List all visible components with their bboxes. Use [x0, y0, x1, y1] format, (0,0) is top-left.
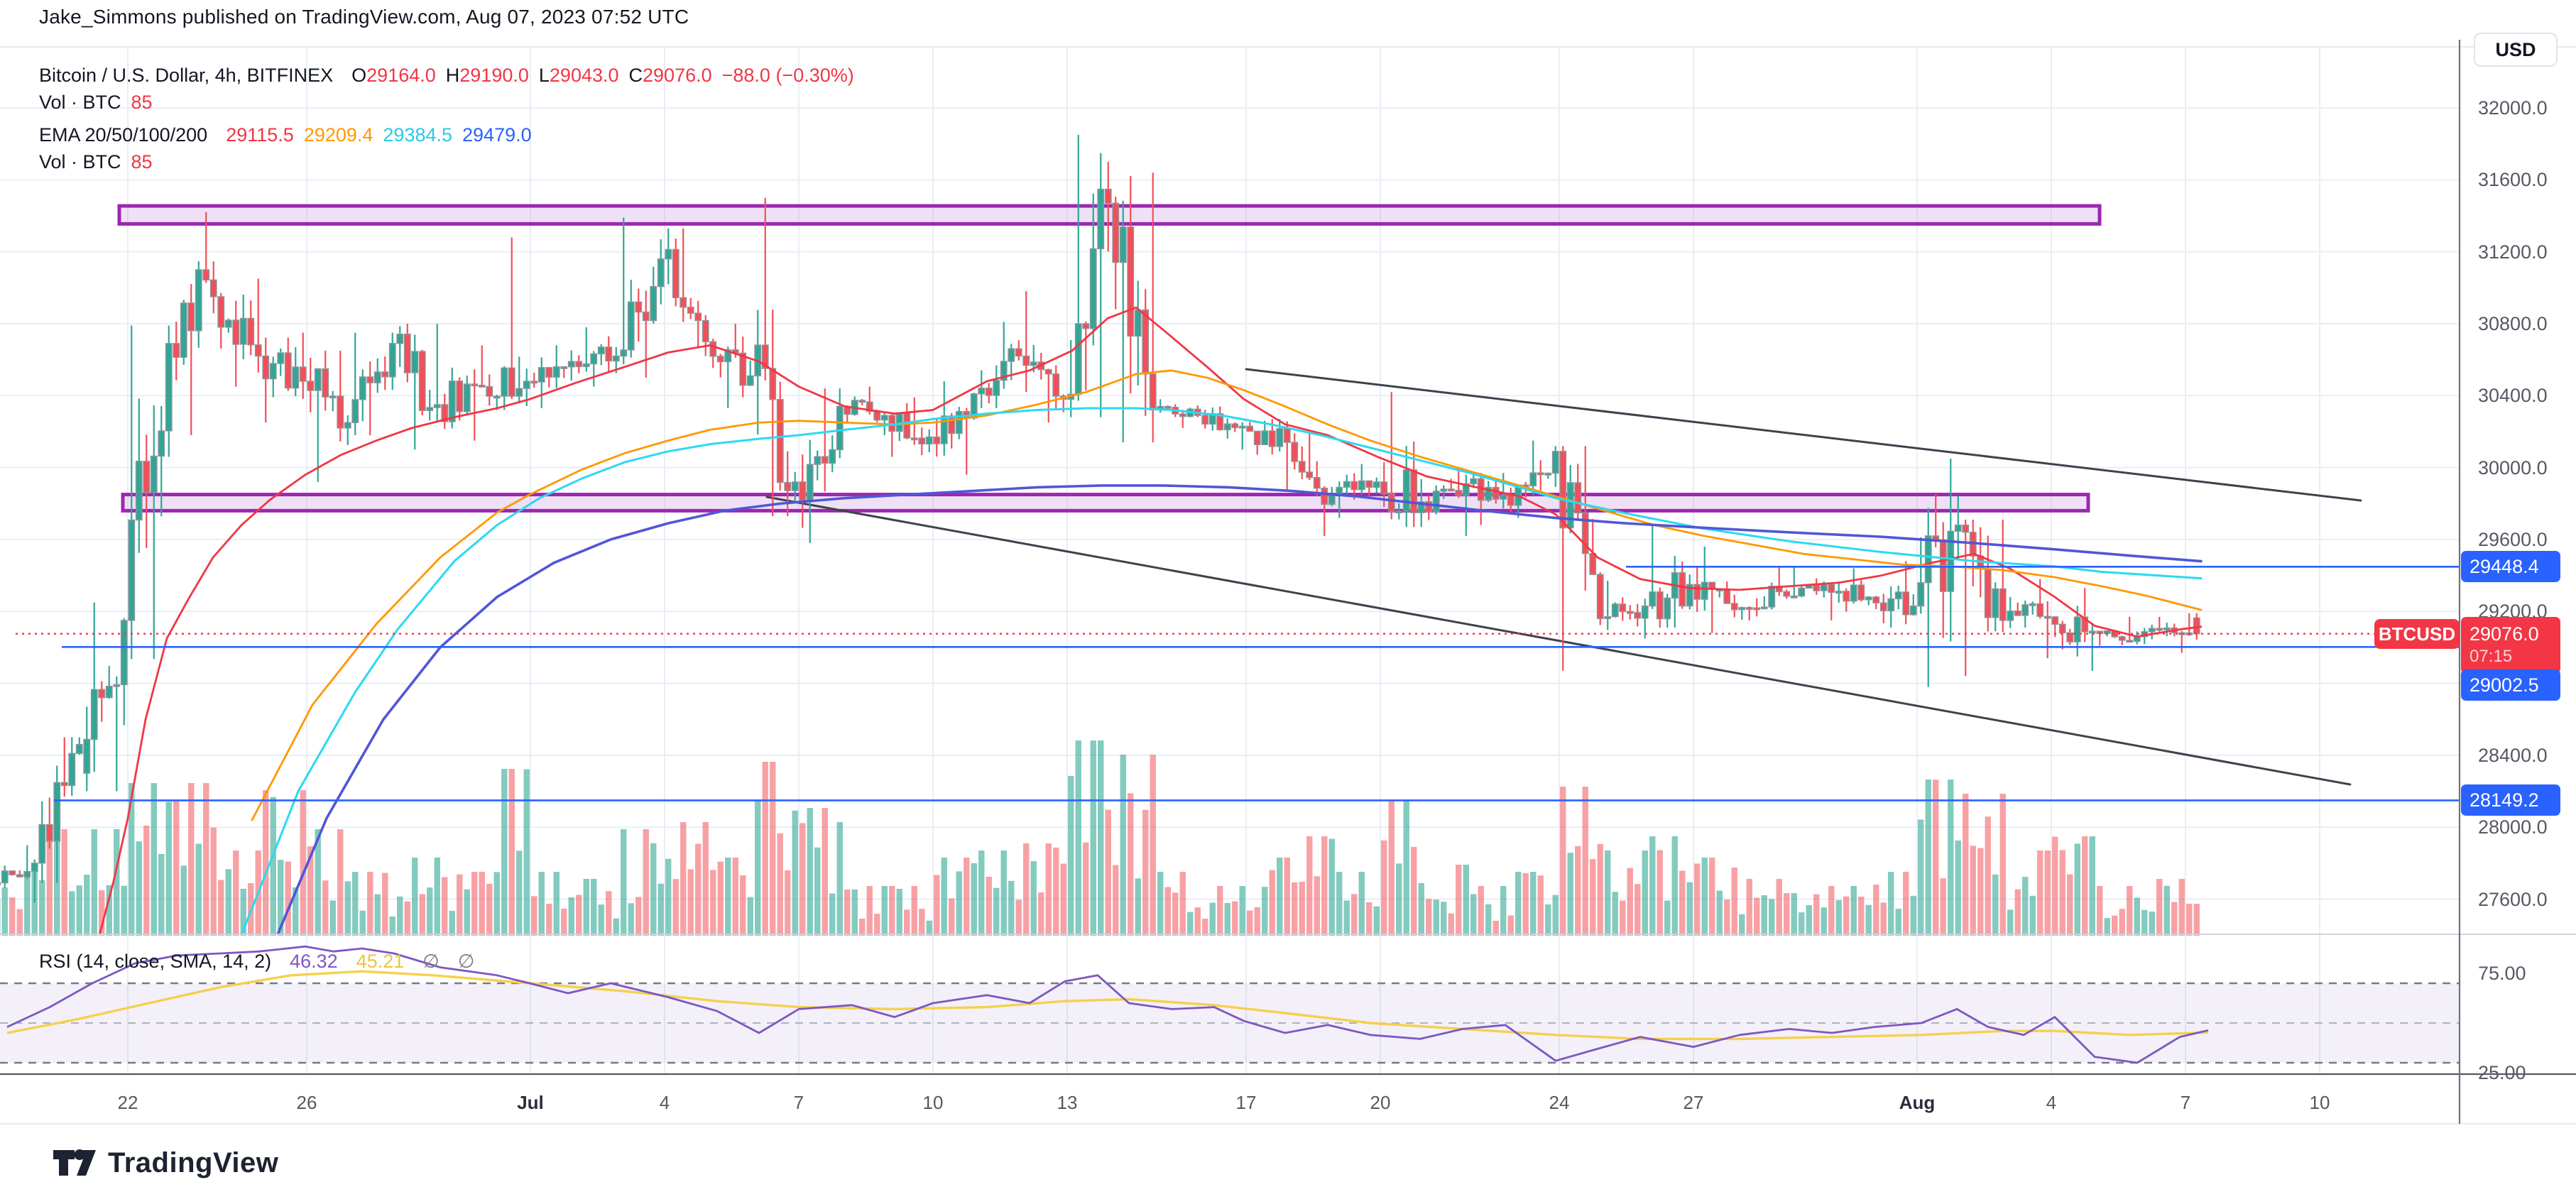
time-tick-label: 17 — [1235, 1092, 1257, 1113]
ohlc-high-label: H — [445, 64, 460, 86]
rsi-value: 46.32 — [290, 950, 338, 972]
ohlc-close-label: C — [628, 64, 643, 86]
time-tick-label: 27 — [1683, 1092, 1704, 1113]
ohlc-close-value: 29076.0 — [643, 64, 712, 86]
tradingview-logo[interactable]: TradingView — [53, 1144, 278, 1181]
ema20-value: 29115.5 — [226, 124, 294, 146]
ema-lines — [98, 306, 2203, 934]
ohlc-open-value: 29164.0 — [366, 64, 436, 86]
time-tick-label: 13 — [1057, 1092, 1078, 1113]
volume-value-2: 85 — [131, 151, 153, 173]
volume-label: Vol · BTC — [39, 91, 121, 113]
ema200-line — [276, 484, 2203, 934]
ema200-value: 29479.0 — [462, 124, 532, 146]
volume-legend-row-2[interactable]: Vol · BTC 85 — [39, 149, 153, 175]
level-price-badge-29002: 29002.5 — [2461, 669, 2560, 701]
rsi-label: RSI (14, close, SMA, 14, 2) — [39, 950, 272, 972]
price-tick-label: 29600.0 — [2478, 528, 2548, 550]
rsi-sma-line — [6, 970, 2209, 1041]
rsi-empty-icon-2: ∅ — [457, 950, 475, 972]
volume-legend-row[interactable]: Vol · BTC 85 — [39, 89, 153, 115]
change-value: −88.0 (−0.30%) — [721, 64, 854, 86]
price-tick-label: 30400.0 — [2478, 385, 2548, 407]
ema100-value: 29384.5 — [383, 124, 453, 146]
rsi-legend-row[interactable]: RSI (14, close, SMA, 14, 2) 46.32 45.21 … — [39, 948, 474, 974]
gridlines — [0, 47, 2460, 1074]
rsi-sma-value: 45.21 — [356, 950, 405, 972]
volume-value: 85 — [131, 91, 153, 113]
price-tick-label: 30000.0 — [2478, 456, 2548, 478]
rsi-line — [6, 945, 2209, 1064]
time-tick-label: 24 — [1549, 1092, 1570, 1113]
time-tick-label: 10 — [2309, 1092, 2330, 1113]
level-price-badge-29448: 29448.4 — [2461, 551, 2560, 583]
price-tick-label: 27600.0 — [2478, 888, 2548, 910]
time-tick-label: 7 — [2180, 1092, 2191, 1113]
time-tick-label: 4 — [2046, 1092, 2057, 1113]
symbol-price-pill: BTCUSD — [2374, 619, 2460, 649]
ohlc-high-value: 29190.0 — [459, 64, 529, 86]
volume-bars — [0, 740, 2200, 936]
tradingview-logo-text: TradingView — [108, 1147, 279, 1178]
ohlc-low-value: 29043.0 — [549, 64, 619, 86]
current-price-badge: 29076.0 07:15 — [2461, 616, 2560, 674]
time-tick-label: 7 — [793, 1092, 804, 1113]
volume-label-2: Vol · BTC — [39, 151, 121, 173]
symbol-legend-row[interactable]: Bitcoin / U.S. Dollar, 4h, BITFINEX O 291… — [39, 62, 854, 88]
ema-label: EMA 20/50/100/200 — [39, 124, 208, 146]
price-tick-label: 31200.0 — [2478, 241, 2548, 263]
time-tick-label: 10 — [922, 1092, 944, 1113]
ema50-value: 29209.4 — [303, 124, 373, 146]
time-tick-label: Aug — [1899, 1092, 1936, 1113]
rsi-tick-label: 75.00 — [2478, 963, 2526, 984]
tradingview-logo-icon — [53, 1149, 96, 1176]
ohlc-low-label: L — [538, 64, 550, 86]
ema20-line — [98, 306, 2203, 934]
rsi-tick-label: 25.00 — [2478, 1062, 2526, 1083]
ohlc-open-label: O — [351, 64, 367, 86]
time-tick-label: 26 — [296, 1092, 317, 1113]
price-tick-label: 32000.0 — [2478, 97, 2548, 119]
ema-legend-row[interactable]: EMA 20/50/100/200 29115.5 29209.4 29384.… — [39, 122, 532, 148]
time-tick-label: 22 — [117, 1092, 138, 1113]
time-tick-label: 20 — [1370, 1092, 1391, 1113]
currency-toggle-button[interactable]: USD — [2474, 33, 2558, 67]
price-tick-label: 28000.0 — [2478, 816, 2548, 838]
price-tick-label: 31600.0 — [2478, 169, 2548, 191]
price-tick-label: 28400.0 — [2478, 744, 2548, 766]
symbol-description: Bitcoin / U.S. Dollar, 4h, BITFINEX — [39, 64, 334, 86]
rsi-empty-icon: ∅ — [422, 950, 440, 972]
price-tick-label: 30800.0 — [2478, 312, 2548, 334]
pane-borders — [0, 40, 2576, 1125]
candles — [0, 134, 2200, 903]
ema50-line — [251, 369, 2203, 821]
time-tick-label: 4 — [659, 1092, 670, 1113]
trendlines — [765, 368, 2362, 786]
rsi-pane — [0, 945, 2460, 1064]
price-levels — [16, 566, 2460, 802]
bar-countdown: 07:15 — [2469, 647, 2513, 667]
level-price-badge-28149: 28149.2 — [2461, 784, 2560, 816]
publication-title: Jake_Simmons published on TradingView.co… — [39, 6, 689, 28]
time-tick-label: Jul — [517, 1092, 544, 1113]
